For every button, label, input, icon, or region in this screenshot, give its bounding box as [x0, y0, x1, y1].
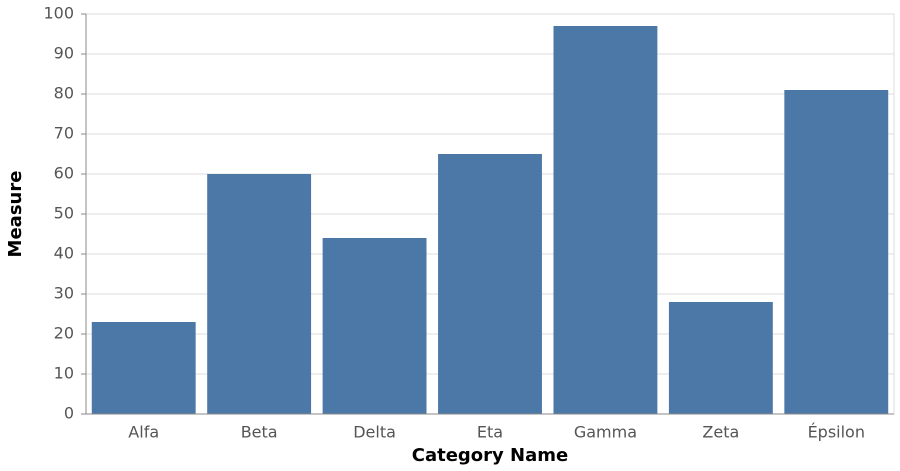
- x-tick-label: Delta: [353, 423, 396, 442]
- y-tick-label: 10: [54, 364, 74, 383]
- x-axis-title: Category Name: [412, 445, 568, 466]
- x-tick-label: Eta: [477, 423, 503, 442]
- bar: [553, 26, 658, 414]
- x-tick-label: Épsilon: [808, 423, 865, 442]
- y-tick-label: 40: [54, 244, 74, 263]
- y-tick-label: 30: [54, 284, 74, 303]
- y-tick-label: 50: [54, 204, 74, 223]
- y-axis-title: Measure: [5, 171, 26, 258]
- y-tick-label: 60: [54, 164, 74, 183]
- y-tick-label: 20: [54, 324, 74, 343]
- x-tick-label: Alfa: [128, 423, 159, 442]
- bar: [91, 322, 196, 414]
- bar: [322, 238, 427, 414]
- y-tick-label: 70: [54, 124, 74, 143]
- y-tick-label: 80: [54, 84, 74, 103]
- y-tick-label: 90: [54, 44, 74, 63]
- y-tick-label: 100: [43, 4, 74, 23]
- x-tick-label: Zeta: [702, 423, 739, 442]
- bar: [438, 154, 542, 414]
- bar: [207, 174, 312, 414]
- bar: [784, 90, 889, 414]
- bar: [668, 302, 773, 414]
- y-tick-label: 0: [64, 404, 74, 423]
- x-tick-label: Beta: [241, 423, 278, 442]
- x-tick-label: Gamma: [574, 423, 637, 442]
